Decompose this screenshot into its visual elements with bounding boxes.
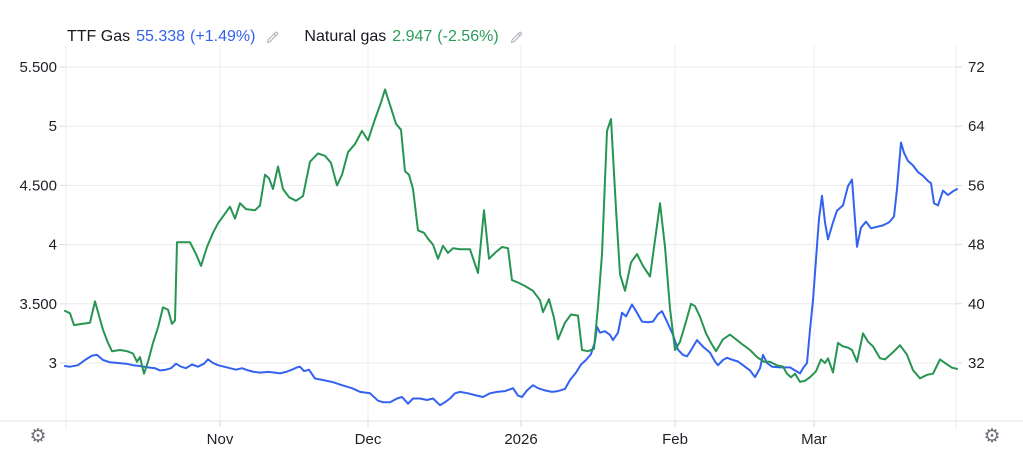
y-axis-label-left: 3.500 (19, 296, 57, 313)
series-last-price: 55.338 (136, 28, 186, 45)
y-axis-label-right: 48 (968, 237, 985, 254)
series-name-natural-gas: Natural gas (304, 28, 387, 45)
series-change-pct: (+1.49%) (190, 28, 256, 45)
chart-legend: TTF Gas 55.338 (+1.49%) Natural gas 2.94… (67, 28, 524, 46)
y-axis-label-left: 5 (49, 118, 57, 135)
y-axis-label-right: 72 (968, 59, 985, 76)
y-axis-label-left: 5.500 (19, 59, 57, 76)
legend-item-natural-gas: Natural gas 2.947 (-2.56%) (304, 28, 523, 46)
series-change-pct: (-2.56%) (437, 28, 499, 45)
x-axis-label: 2026 (504, 431, 537, 448)
edit-icon[interactable] (265, 30, 280, 45)
x-axis-label: Dec (355, 431, 382, 448)
settings-gear-icon[interactable]: ⚙ (983, 425, 1001, 447)
series-value-natural-gas: 2.947 (-2.56%) (392, 28, 498, 46)
y-axis-label-left: 4 (49, 237, 57, 254)
y-axis-label-left: 3 (49, 355, 57, 372)
x-axis-label: Feb (662, 431, 688, 448)
series-name-ttf-gas: TTF Gas (67, 28, 131, 45)
legend-item-ttf-gas: TTF Gas 55.338 (+1.49%) (67, 28, 280, 46)
settings-gear-icon[interactable]: ⚙ (29, 425, 47, 447)
series-value-ttf-gas: 55.338 (+1.49%) (136, 28, 255, 46)
y-axis-label-right: 64 (968, 118, 985, 135)
y-axis-label-right: 40 (968, 296, 985, 313)
edit-icon[interactable] (509, 30, 524, 45)
y-axis-label-right: 56 (968, 177, 985, 194)
series-line-ttf-gas (64, 141, 958, 407)
x-axis-label: Mar (801, 431, 827, 448)
x-axis-label: Nov (207, 431, 234, 448)
series-last-price: 2.947 (392, 28, 433, 45)
y-axis-label-right: 32 (968, 355, 985, 372)
y-axis-label-left: 4.500 (19, 177, 57, 194)
series-line-natural-gas (64, 88, 958, 383)
